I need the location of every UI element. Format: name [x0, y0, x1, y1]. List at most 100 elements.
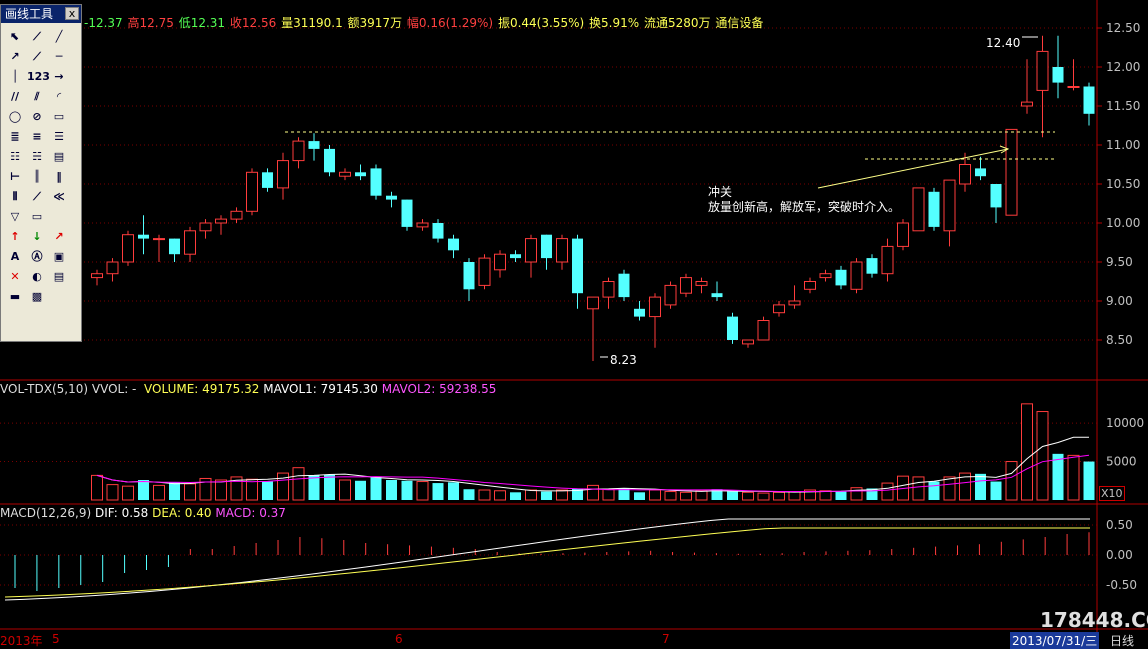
candle-body-down	[510, 254, 521, 259]
candle-body-down	[138, 234, 149, 239]
window-titlebar[interactable]: 画线工具 x	[1, 5, 81, 23]
speed-lines-tool-icon[interactable]: ⟋	[33, 190, 41, 203]
volume-bar-up	[680, 491, 692, 501]
down-arrow-tool-icon[interactable]: ↓	[32, 230, 42, 243]
line-segment-tool-icon[interactable]: ⟋	[33, 30, 41, 43]
volume-bar-down	[835, 491, 847, 500]
candle-body-down	[355, 172, 366, 177]
gann-fan-tool-icon[interactable]: ▭	[53, 110, 65, 123]
window-title: 画线工具	[5, 7, 54, 21]
volume-bar-down	[463, 489, 475, 500]
macd-name: MACD(12,26,9)	[0, 506, 92, 520]
volume-bar-down	[990, 481, 1002, 500]
straight-line-tool-icon[interactable]: ╱	[55, 30, 63, 43]
vertical-line-tool-icon[interactable]: │	[11, 70, 19, 83]
volume-bar-up	[788, 491, 801, 501]
macd-tick-label: -0.50	[1106, 578, 1137, 592]
selected-tool-icon[interactable]: ▣	[53, 250, 65, 263]
price-label-tool-icon[interactable]: 123	[27, 70, 50, 83]
volume-bar-down	[634, 492, 645, 500]
cycle-circle-tool-icon[interactable]: ⊘	[32, 110, 42, 123]
volume-bar-down	[1083, 461, 1095, 500]
volume-bar-up	[122, 485, 134, 501]
candle-body-up	[788, 300, 801, 306]
parallel-lines-tool-icon[interactable]: //	[10, 90, 20, 103]
candle-body-down	[634, 308, 645, 317]
volume-bar-up	[292, 467, 305, 501]
watermark: 178448.COM	[1040, 608, 1148, 632]
volume-bar-down	[975, 473, 986, 500]
horizontal-line-tool-icon[interactable]: ─	[55, 50, 63, 63]
time-may: 5	[52, 632, 60, 646]
vol-panel-title: VOL-TDX(5,10) VVOL: - VOLUME: 49175.32 M…	[0, 382, 496, 396]
quote-close: 收12.56	[229, 16, 277, 30]
circle-tool-icon[interactable]: ◯	[8, 110, 22, 123]
pointer-tool-icon[interactable]: ⬉	[10, 30, 20, 43]
candle-body-up	[292, 140, 305, 162]
period-label[interactable]: 日线	[1110, 634, 1135, 648]
fan-lines-tool-icon[interactable]: ≪	[53, 190, 65, 203]
price-tick-label: 9.50	[1106, 255, 1133, 269]
candle-body-up	[1036, 50, 1049, 91]
price-tick-label: 8.50	[1106, 333, 1133, 347]
annotation-note-2: 放量创新高，解放军，突破时介入。	[708, 200, 901, 214]
macd-tick-label: 0.00	[1106, 548, 1133, 562]
volume-bar-down	[169, 482, 180, 500]
candle-body-up	[525, 238, 537, 263]
fib-timezone-tool-icon[interactable]: ║	[33, 170, 41, 183]
cycle-lines-tool-icon[interactable]: ⊢	[9, 170, 21, 183]
wave-ruler-tool-icon[interactable]: ☷	[10, 150, 20, 163]
time-june: 6	[395, 632, 403, 646]
candle-body-up	[664, 284, 677, 306]
up-arrow-tool-icon[interactable]: ↑	[10, 230, 20, 243]
percent-lines-tool-icon[interactable]: ☰	[54, 130, 64, 143]
box-tool-icon[interactable]: ▤	[53, 150, 65, 163]
price-tick-label: 10.50	[1106, 177, 1140, 191]
gann-tool-icon[interactable]: ≣	[10, 130, 20, 143]
vol-name: VOL-TDX(5,10)	[0, 382, 89, 396]
ray-tool-icon[interactable]: ↗	[10, 50, 20, 63]
time-cycle-tool-icon[interactable]: ‖	[56, 170, 62, 183]
volume-bar-up	[215, 479, 227, 501]
fibonacci-tool-icon[interactable]: ☵	[32, 150, 42, 163]
candle-body-up	[215, 218, 227, 224]
arc-tool-icon[interactable]: ◜	[56, 90, 62, 103]
volume-bar-up	[416, 481, 429, 501]
volume-bar-down	[138, 480, 149, 500]
time-current-date: 2013/07/31/三	[1010, 632, 1100, 649]
volume-bar-up	[525, 489, 537, 501]
candle-body-down	[711, 293, 723, 298]
rectangle-tool-icon[interactable]: ▭	[31, 210, 43, 223]
save-tool-icon[interactable]: ▩	[31, 290, 43, 303]
triangle-tool-icon[interactable]: ▽	[10, 210, 20, 223]
multi-vertical-tool-icon[interactable]: ⦀	[12, 190, 18, 203]
drawing-tools-window[interactable]: 画线工具 x ⬉ ⟋ ╱ ↗ ⟋ ─ │ 123 → // ⫽ ◜ ◯ ⊘ ▭ …	[0, 4, 82, 342]
candle-body-down	[432, 223, 444, 239]
list-tool-icon[interactable]: ▤	[53, 270, 65, 283]
text-label-tool-icon[interactable]: Ⓐ	[31, 250, 43, 263]
quote-amplitude: 振0.44(3.55%)	[497, 16, 585, 30]
text-tool-icon[interactable]: A	[10, 250, 20, 263]
horizontal-ray-tool-icon[interactable]: →	[54, 70, 64, 83]
diagonal-arrow-tool-icon[interactable]: ↗	[54, 230, 64, 243]
candle-body-down	[928, 191, 940, 227]
close-button[interactable]: x	[65, 7, 79, 20]
candle-body-up	[153, 238, 165, 241]
price-tick-label: 12.50	[1106, 21, 1140, 35]
volume-bar-up	[819, 490, 832, 501]
volume-bar-up	[1005, 461, 1018, 501]
price-tick-label: 11.00	[1106, 138, 1140, 152]
candle-body-down	[835, 269, 847, 286]
hide-tool-icon[interactable]: ◐	[32, 270, 42, 283]
delete-tool-icon[interactable]: ✕	[10, 270, 20, 283]
candle-body-up	[199, 222, 212, 232]
price-tick-label: 11.50	[1106, 99, 1140, 113]
arrow-line-tool-icon[interactable]: ⟋	[33, 50, 41, 63]
golden-ratio-tool-icon[interactable]: ≡	[32, 130, 42, 143]
candle-body-up	[1067, 86, 1080, 88]
parallel-channel-tool-icon[interactable]: ⫽	[34, 90, 40, 103]
volume-tick-label: 5000	[1106, 455, 1137, 469]
volume-bar-up	[649, 489, 661, 501]
volume-bar-down	[448, 482, 459, 500]
ruler-tool-icon[interactable]: ▬	[9, 290, 21, 303]
